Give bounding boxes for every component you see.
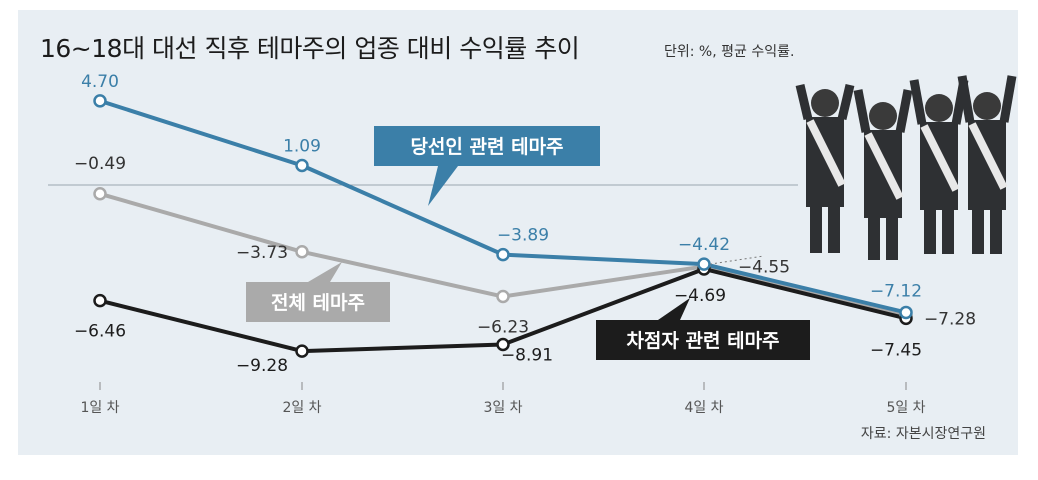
chart: 16~18대 대선 직후 테마주의 업종 대비 수익률 추이 단위: %, 평균…	[40, 34, 1017, 442]
series-label-pointer	[308, 262, 342, 282]
data-point	[496, 247, 510, 262]
data-point	[93, 187, 107, 201]
source-note: 자료: 자본시장연구원	[861, 426, 986, 442]
chart-subtitle: 단위: %, 평균 수익률.	[664, 44, 794, 60]
data-label: −7.28	[924, 309, 976, 329]
data-point	[295, 344, 309, 358]
x-tick-label: 4일 차	[684, 400, 723, 416]
data-label: −3.89	[497, 226, 549, 246]
data-point	[93, 94, 107, 108]
chart-panel: 16~18대 대선 직후 테마주의 업종 대비 수익률 추이 단위: %, 평균…	[18, 10, 1018, 455]
series-name-label: 차점자 관련 테마주	[626, 330, 779, 352]
x-tick-label: 5일 차	[886, 400, 925, 416]
series-label-box	[596, 320, 810, 360]
series-label-box	[374, 126, 600, 166]
series-name-label: 전체 테마주	[271, 292, 365, 314]
data-label: −7.12	[870, 281, 922, 301]
x-tick-label: 1일 차	[80, 400, 119, 416]
data-point	[295, 245, 309, 259]
politician-figure	[957, 75, 1017, 254]
data-label: 1.09	[283, 136, 321, 156]
series-name-label: 당선인 관련 테마주	[410, 136, 563, 158]
x-tick-label: 3일 차	[483, 400, 522, 416]
politicians-illustration	[795, 75, 1017, 260]
data-point	[295, 158, 309, 173]
data-label: −4.55	[738, 257, 790, 277]
chart-title: 16~18대 대선 직후 테마주의 업종 대비 수익률 추이	[40, 34, 579, 63]
data-point	[899, 305, 913, 320]
data-label: 4.70	[81, 72, 119, 92]
series-label-box	[246, 282, 390, 322]
data-label: −6.46	[74, 322, 126, 342]
data-label: −0.49	[74, 154, 126, 174]
data-label: −3.73	[236, 243, 288, 263]
data-label: −6.23	[477, 318, 529, 338]
data-label: −7.45	[870, 340, 922, 360]
data-point	[697, 257, 711, 271]
data-label: −8.91	[501, 345, 553, 365]
data-point	[496, 337, 510, 352]
series-label-pointer	[428, 166, 458, 206]
data-label: −4.42	[678, 235, 730, 255]
data-label: −9.28	[236, 356, 288, 376]
data-point	[496, 289, 510, 304]
label-connector	[709, 255, 765, 265]
politician-figure	[853, 89, 913, 260]
data-point	[93, 293, 107, 308]
politician-figure	[795, 83, 855, 253]
data-label: −4.69	[674, 286, 726, 306]
politician-figure	[909, 79, 969, 254]
x-tick-label: 2일 차	[282, 400, 321, 416]
series-label-pointer	[658, 298, 690, 320]
